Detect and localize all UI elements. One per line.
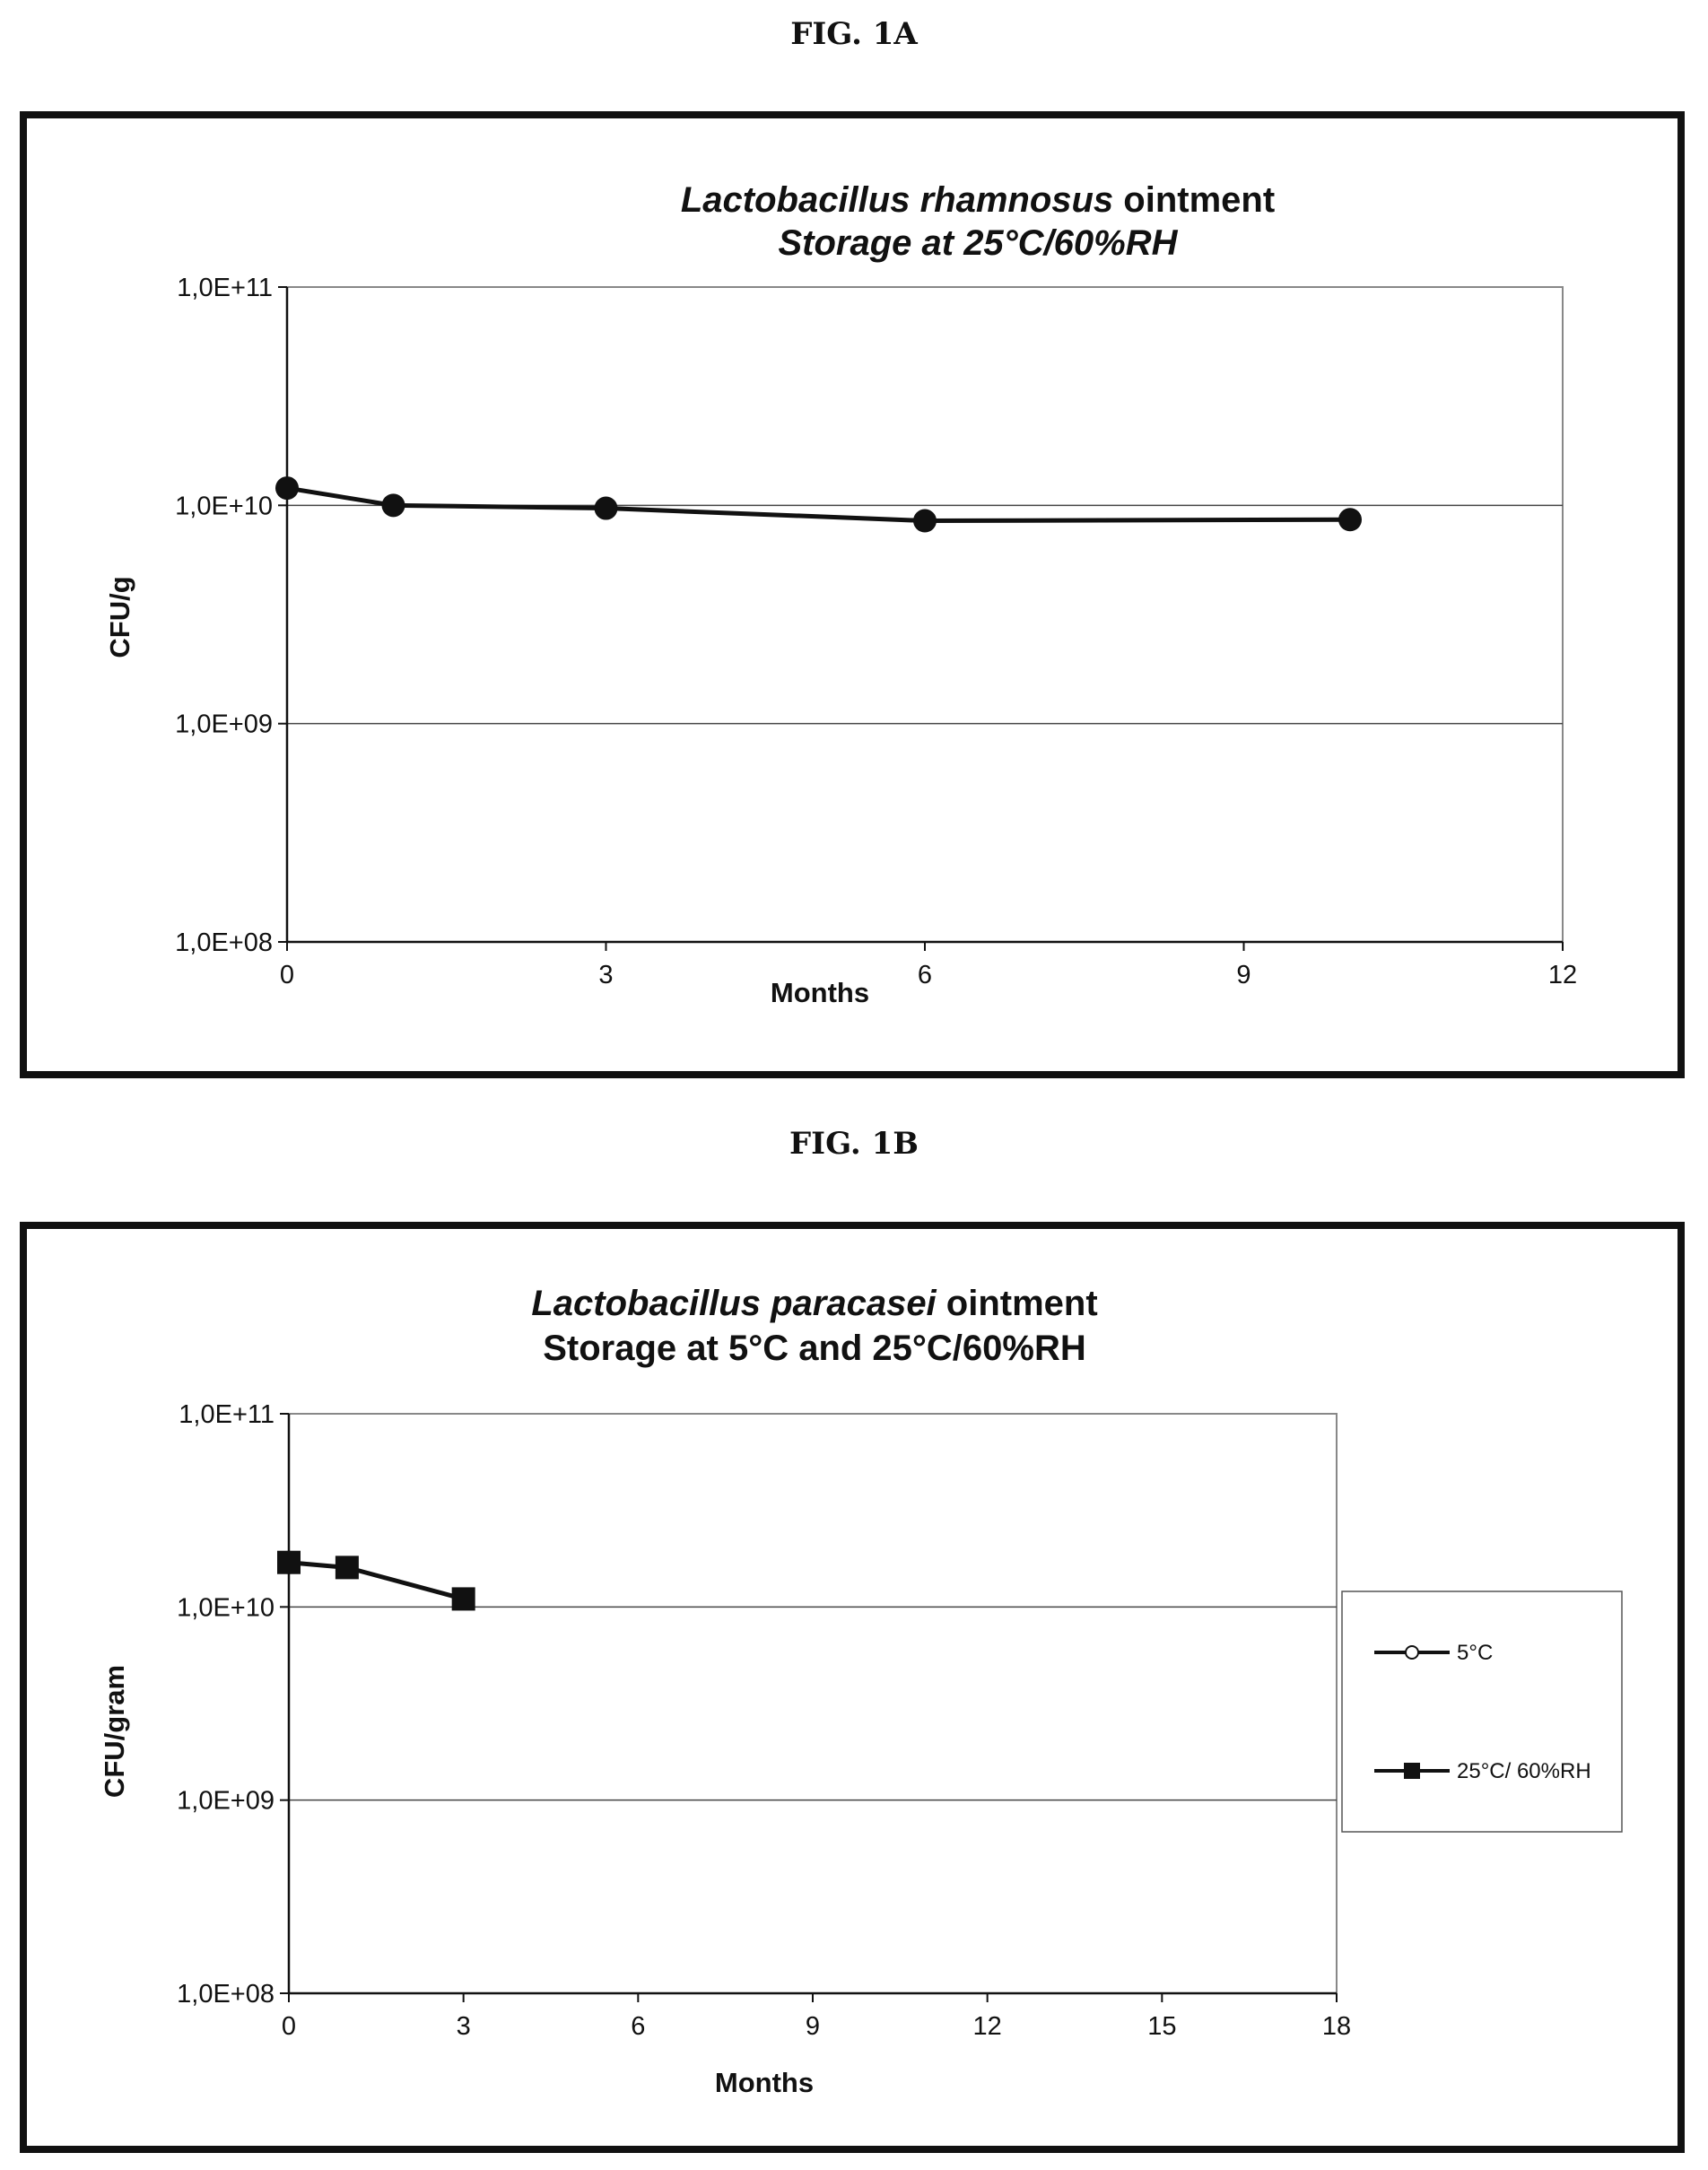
chart-1a-x-tick-label: 0 (280, 961, 294, 989)
chart-1b-x-tick-label: 3 (457, 2012, 471, 2041)
chart-1a-x-tick-label: 9 (1236, 961, 1250, 989)
chart-1b-x-tick-label: 9 (806, 2012, 820, 2041)
chart-1a-x-tick-label: 12 (1548, 961, 1577, 989)
chart-1b-y-tick-label: 1,0E+10 (177, 1593, 274, 1622)
chart-1a-series-0-point (913, 509, 937, 533)
chart-1b-legend-box (1341, 1590, 1623, 1833)
chart-1b-x-tick-label: 18 (1322, 2012, 1351, 2041)
chart-panel-1b: Lactobacillus paracasei ointment Storage… (20, 1222, 1685, 2153)
chart-1b-plot-area (288, 1413, 1338, 1994)
chart-1b-y-tick-label: 1,0E+08 (177, 1980, 274, 2009)
chart-1a-subtitle: Storage at 25°C/60%RH (778, 223, 1178, 263)
chart-1b-title-species: Lactobacillus paracasei (531, 1284, 937, 1323)
chart-1b-y-tick-label: 1,0E+11 (179, 1400, 274, 1429)
chart-1b-legend-entry-label: 25°C/ 60%RH (1457, 1759, 1591, 1783)
chart-1b-x-tick-label: 15 (1147, 2012, 1176, 2041)
chart-1a-series-0-point (594, 496, 618, 520)
chart-1a-title-suffix: ointment (1113, 180, 1275, 220)
chart-1b-x-tick-label: 6 (631, 2012, 645, 2041)
chart-panel-1a: Lactobacillus rhamnosus ointment Storage… (20, 111, 1685, 1078)
chart-1a-series-0-point (381, 493, 405, 518)
chart-1b-title: Lactobacillus paracasei ointment (531, 1284, 1097, 1323)
chart-1b-title-suffix: ointment (937, 1284, 1098, 1323)
chart-1a-y-tick-label: 1,0E+08 (175, 928, 273, 957)
chart-1b-legend-entry-label: 5°C (1457, 1641, 1493, 1665)
chart-1b-y-tick-label: 1,0E+09 (177, 1787, 274, 1816)
chart-1a-y-axis-title: CFU/g (104, 576, 135, 658)
chart-1b-series-1-point (335, 1556, 359, 1580)
chart-1b-x-tick-label: 12 (973, 2012, 1002, 2041)
chart-1a-y-tick-label: 1,0E+09 (175, 710, 273, 739)
figure-label-1a: FIG. 1A (790, 16, 918, 52)
chart-1b-legend-swatch-marker (1404, 1763, 1420, 1779)
chart-1a-x-tick-label: 3 (598, 961, 613, 989)
chart-1b-subtitle: Storage at 5°C and 25°C/60%RH (543, 1329, 1086, 1368)
chart-1a-y-tick-label: 1,0E+11 (177, 274, 273, 302)
chart-1b-svg: Lactobacillus paracasei ointment Storage… (99, 1284, 1623, 2098)
chart-1a-series-0-point (275, 476, 299, 501)
figure-label-1b: FIG. 1B (789, 1126, 919, 1162)
chart-1a-x-tick-label: 6 (918, 961, 932, 989)
chart-1b-series-1-point (451, 1587, 475, 1611)
chart-1a-svg: Lactobacillus rhamnosus ointment Storage… (104, 180, 1577, 1008)
chart-1a-series-0-point (1338, 508, 1362, 532)
chart-1a-x-axis-title: Months (771, 977, 869, 1008)
chart-1b-y-axis-title: CFU/gram (99, 1665, 130, 1798)
chart-1a-y-tick-label: 1,0E+10 (175, 492, 273, 520)
chart-1b-series-1-point (277, 1550, 301, 1574)
chart-1b-legend-swatch-marker (1405, 1645, 1419, 1660)
chart-1a-title-species: Lactobacillus rhamnosus (681, 180, 1113, 220)
chart-1a-title: Lactobacillus rhamnosus ointment (681, 180, 1275, 220)
chart-1b-x-axis-title: Months (715, 2067, 814, 2098)
chart-1b-x-tick-label: 0 (282, 2012, 296, 2041)
chart-1a-plot-area (286, 286, 1564, 943)
